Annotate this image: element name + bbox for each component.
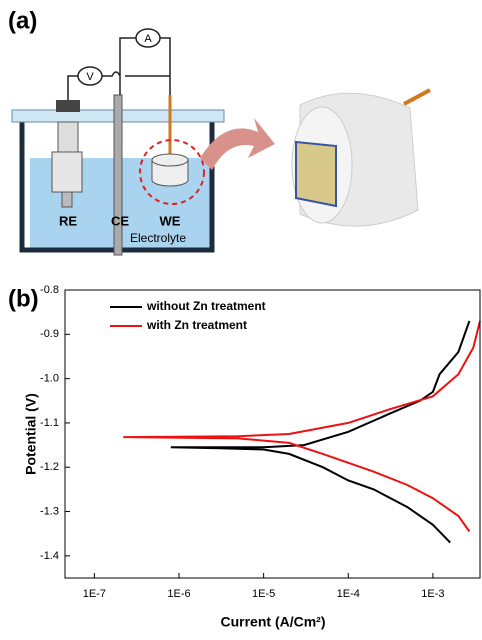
y-tick-label: -0.8: [40, 284, 59, 296]
legend-label: with Zn treatment: [146, 318, 247, 332]
y-tick-label: -1.2: [40, 461, 59, 473]
re-end: [62, 192, 72, 207]
electrode-label: WE: [160, 213, 181, 228]
y-tick-label: -1.1: [40, 417, 59, 429]
re-tip: [52, 152, 82, 192]
y-tick-label: -1.4: [40, 550, 59, 562]
page: (a) V A RE CE WE Electrolyte (b) Potenti…: [0, 0, 482, 640]
data-line: [123, 321, 480, 532]
panel-label: (a): [8, 7, 37, 34]
y-tick-label: -1.3: [40, 505, 59, 517]
electrode-label: CE: [111, 213, 129, 228]
data-line: [171, 321, 470, 543]
x-axis-title: Current (A/Cm²): [221, 614, 326, 630]
meter-label: A: [144, 33, 152, 45]
plot: 1E-7 1E-6 1E-5 1E-4 1E-3 -0.8 -0.9 -1.0 -1.1 -1.2…: [40, 284, 480, 600]
meter-label: V: [86, 71, 94, 83]
legend-label: without Zn treatment: [146, 299, 266, 313]
re-cap: [56, 100, 80, 112]
y-tick-label: -0.9: [40, 328, 59, 340]
x-tick-label: 1E-4: [337, 588, 360, 600]
figure: (a) V A RE CE WE Electrolyte (b) Potenti…: [0, 0, 482, 635]
x-tick-label: 1E-3: [421, 588, 444, 600]
electrode-label: RE: [59, 213, 77, 228]
y-axis-title: Potential (V): [23, 393, 39, 475]
x-tick-label: 1E-6: [167, 588, 190, 600]
sample-lead: [404, 90, 430, 104]
x-tick-label: 1E-7: [83, 588, 106, 600]
we-sample: [152, 154, 188, 186]
panel-label: (b): [8, 285, 39, 312]
re-body: [58, 122, 78, 152]
ce-rod: [114, 95, 122, 255]
x-tick-label: 1E-5: [252, 588, 275, 600]
sample-electrode: [296, 142, 336, 206]
y-tick-label: -1.0: [40, 373, 59, 385]
electrolyte-label: Electrolyte: [130, 231, 186, 245]
